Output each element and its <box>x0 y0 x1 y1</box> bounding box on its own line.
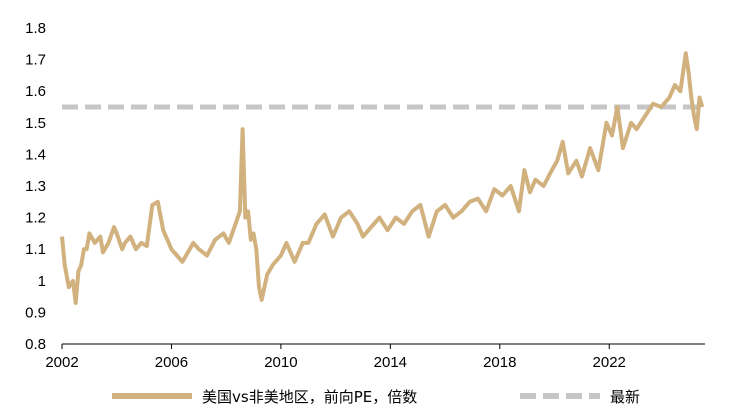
y-tick-label: 1.1 <box>25 241 46 258</box>
plot-area <box>60 51 705 305</box>
y-tick-label: 1.5 <box>25 115 46 132</box>
x-tick-label: 2022 <box>593 354 626 371</box>
x-tick-label: 2006 <box>155 354 188 371</box>
y-tick-label: 0.9 <box>25 304 46 321</box>
y-tick-label: 0.8 <box>25 336 46 353</box>
y-tick-label: 1.7 <box>25 52 46 69</box>
series-us-vs-nonus-pe-line <box>60 51 705 305</box>
x-tick-label: 2010 <box>264 354 297 371</box>
y-tick-label: 1.6 <box>25 83 46 100</box>
y-tick-label: 1.8 <box>25 20 46 37</box>
x-axis-tick-labels: 2002 2006 2010 2014 2018 2022 <box>45 344 626 371</box>
y-axis-tick-labels: 0.8 0.9 1 1.1 1.2 1.3 1.4 1.5 1.6 1.7 1.8 <box>25 20 46 353</box>
y-tick-label: 1.4 <box>25 146 46 163</box>
y-tick-label: 1.3 <box>25 178 46 195</box>
x-tick-label: 2002 <box>45 354 78 371</box>
x-tick-label: 2018 <box>483 354 516 371</box>
legend-label-us-vs-nonus-pe: 美国vs非美地区，前向PE，倍数 <box>202 388 417 406</box>
legend: 美国vs非美地区，前向PE，倍数 最新 <box>112 388 640 406</box>
y-tick-label: 1 <box>38 273 46 290</box>
legend-label-latest: 最新 <box>610 388 640 406</box>
y-tick-label: 1.2 <box>25 210 46 227</box>
x-tick-label: 2014 <box>374 354 407 371</box>
